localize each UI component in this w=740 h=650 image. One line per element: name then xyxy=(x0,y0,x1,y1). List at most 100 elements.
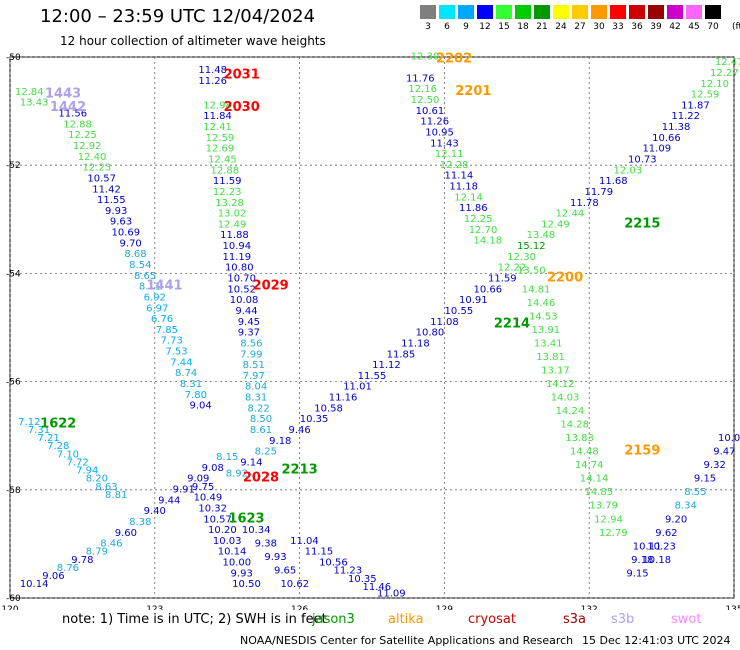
wave-height-value: 7.53 xyxy=(165,347,187,358)
x-tick-label: 120 xyxy=(1,605,18,610)
wave-height-value: 10.34 xyxy=(242,525,271,536)
wave-height-value: 10.35 xyxy=(300,414,329,425)
wave-height-value: 14.12 xyxy=(546,379,575,390)
chart-subtitle: 12 hour collection of altimeter wave hei… xyxy=(60,34,326,48)
wave-height-value: 9.06 xyxy=(42,571,64,582)
wave-height-value: 12.23 xyxy=(83,163,112,174)
wave-height-value: 12.94 xyxy=(594,514,623,525)
wave-height-value: 11.76 xyxy=(406,73,435,84)
wave-height-value: 12.30 xyxy=(507,252,536,263)
legend-label: 27 xyxy=(574,22,586,32)
generated-timestamp: 15 Dec 12:41:03 UTC 2024 xyxy=(582,634,731,647)
legend-unit: (ft) xyxy=(732,22,740,32)
wave-height-value: 9.18 xyxy=(269,436,291,447)
wave-height-value: 8.20 xyxy=(86,474,108,485)
wave-height-value: 15.12 xyxy=(517,241,546,252)
x-tick-label: 123 xyxy=(146,605,163,610)
track-time-label: 2029 xyxy=(253,279,289,294)
wave-height-value: 9.65 xyxy=(274,566,296,577)
wave-height-value: 10.62 xyxy=(280,579,309,590)
legend-label: 45 xyxy=(688,22,700,32)
wave-height-value: 14.03 xyxy=(551,393,580,404)
x-tick-label: 129 xyxy=(436,605,453,610)
wave-height-value: 9.93 xyxy=(264,552,286,563)
wave-height-value: 14.46 xyxy=(527,298,556,309)
wave-height-value: 9.91 xyxy=(173,485,195,496)
wave-height-value: 13.02 xyxy=(218,209,247,220)
track-time-label: 2159 xyxy=(624,444,660,459)
wave-height-value: 9.20 xyxy=(665,514,687,525)
wave-height-value: 12.47 xyxy=(715,57,740,68)
legend-swatch xyxy=(515,5,531,19)
wave-height-value: 11.16 xyxy=(329,393,358,404)
wave-height-value: 13.79 xyxy=(589,501,618,512)
wave-height-value: 11.55 xyxy=(97,195,126,206)
wave-height-value: 11.59 xyxy=(488,274,517,285)
wave-height-value: 8.22 xyxy=(247,403,269,414)
wave-height-value: 11.09 xyxy=(642,144,671,155)
wave-height-value: 11.15 xyxy=(305,547,334,558)
wave-height-value: 12.84 xyxy=(15,87,44,98)
wave-height-value: 8.38 xyxy=(129,517,151,528)
wave-height-value: 9.37 xyxy=(238,328,260,339)
legend-label: 24 xyxy=(555,22,567,32)
y-tick-label: -56 xyxy=(6,378,21,388)
wave-height-value: 12.40 xyxy=(78,152,107,163)
wave-height-value: 9.18 xyxy=(631,555,653,566)
legend-label: 18 xyxy=(517,22,529,32)
wave-height-value: 11.09 xyxy=(377,588,406,599)
wave-height-value: 12.44 xyxy=(556,209,585,220)
wave-height-value: 12.70 xyxy=(469,225,498,236)
track-time-label: 2215 xyxy=(624,216,660,231)
wave-height-value: 9.14 xyxy=(240,457,262,468)
wave-height-value: 6.97 xyxy=(146,303,168,314)
wave-height-value: 8.34 xyxy=(675,501,697,512)
wave-height-value: 13.17 xyxy=(541,365,570,376)
wave-height-value: 7.85 xyxy=(156,325,178,336)
wave-height-value: 14.74 xyxy=(575,460,604,471)
x-tick-label: 132 xyxy=(581,605,598,610)
wave-height-value: 12.23 xyxy=(213,187,242,198)
wave-height-value: 8.11 xyxy=(139,282,161,293)
wave-height-value: 10.52 xyxy=(227,284,256,295)
legend-label: 33 xyxy=(612,22,624,32)
legend-swatch xyxy=(686,5,702,19)
satellite-cryosat: cryosat xyxy=(468,612,516,627)
wave-height-value: 12.49 xyxy=(541,219,570,230)
wave-height-value: 8.65 xyxy=(134,271,156,282)
legend-swatch xyxy=(629,5,645,19)
legend-label: 39 xyxy=(650,22,662,32)
wave-height-value: 14.14 xyxy=(580,474,609,485)
track-time-label: 1441 xyxy=(146,279,182,294)
wave-height-value: 10.56 xyxy=(319,558,348,569)
wave-height-value: 12.79 xyxy=(599,528,628,539)
wave-height-value: 10.0 xyxy=(718,433,740,444)
wave-height-value: 13.50 xyxy=(517,265,546,276)
wave-height-value: 12.69 xyxy=(206,144,235,155)
wave-height-value: 10.66 xyxy=(474,284,503,295)
wave-height-value: 10.80 xyxy=(416,328,445,339)
legend-label: 70 xyxy=(707,22,719,32)
legend-swatch xyxy=(591,5,607,19)
wave-height-value: 12.25 xyxy=(68,130,97,141)
track-time-label: 2200 xyxy=(547,271,583,286)
wave-height-value: 11.55 xyxy=(358,371,387,382)
wave-height-value: 11.26 xyxy=(198,76,227,87)
wave-height-value: 10.03 xyxy=(213,536,242,547)
wave-height-value: 14.85 xyxy=(585,487,614,498)
wave-height-value: 9.15 xyxy=(626,568,648,579)
wave-height-value: 11.79 xyxy=(585,187,614,198)
wave-height-value: 12.59 xyxy=(691,90,720,101)
x-tick-label: 126 xyxy=(291,605,308,610)
wave-height-value: 12.50 xyxy=(411,95,440,106)
track-time-label: 2031 xyxy=(224,68,260,83)
wave-height-value: 7.28 xyxy=(47,441,69,452)
wave-height-value: 12.98 xyxy=(203,100,232,111)
wave-height-value: 8.15 xyxy=(216,452,238,463)
legend-label: 30 xyxy=(593,22,605,32)
wave-height-value: 12.92 xyxy=(73,141,102,152)
wave-height-value: 8.50 xyxy=(250,414,272,425)
wave-height-value: 7.12 xyxy=(18,417,40,428)
wave-height-value: 11.85 xyxy=(387,349,416,360)
wave-height-value: 9.44 xyxy=(235,306,257,317)
